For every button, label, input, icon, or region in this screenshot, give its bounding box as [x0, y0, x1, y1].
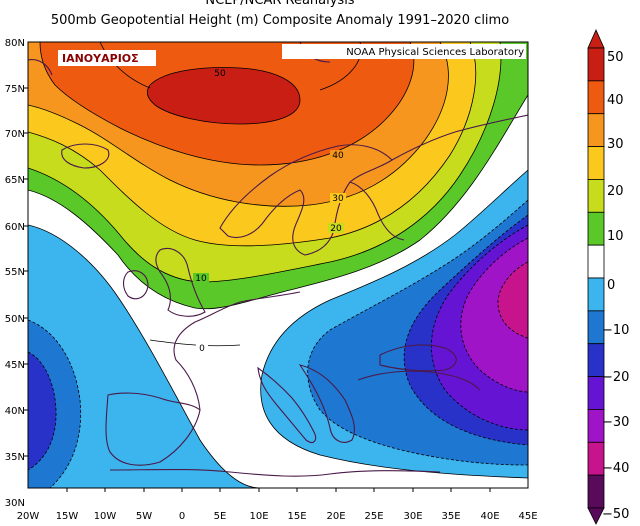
colorbar-bottom-arrow	[587, 507, 605, 525]
colorbar-label: 30	[607, 137, 624, 152]
latitude-labels: 80N 75N 70N 65N 60N 55N 50N 45N 40N 35N …	[5, 38, 25, 509]
colorbar-cell	[587, 244, 605, 279]
lat-label: 35N	[5, 452, 25, 463]
lon-label: 15W	[56, 511, 79, 522]
negative-contours	[28, 199, 528, 488]
lat-label: 50N	[5, 314, 25, 325]
contour-label: 0	[199, 344, 205, 354]
lat-label: 55N	[5, 267, 25, 278]
credit-text: NOAA Physical Sciences Laboratory	[346, 47, 524, 58]
colorbar-label: 0	[607, 278, 615, 293]
colorbar-cell	[587, 113, 605, 147]
contour-label: 30	[332, 194, 344, 204]
lon-label: 30E	[403, 511, 422, 522]
map-field	[28, 42, 528, 488]
colorbar-label: −30	[602, 415, 629, 430]
contour-label: 50	[214, 69, 226, 79]
longitude-ticks	[66, 488, 491, 492]
colorbar-label: −10	[602, 323, 629, 338]
coastlines	[28, 42, 528, 477]
lat-label: 80N	[5, 38, 25, 49]
colorbar-cell	[587, 47, 605, 82]
contour-label: 20	[330, 224, 342, 234]
pos50	[147, 67, 300, 124]
lon-label: 10E	[249, 511, 268, 522]
lat-label: 65N	[5, 175, 25, 186]
chart-title: NCEP/NCAR Reanalysis	[205, 0, 355, 8]
colorbar-label: −20	[602, 370, 629, 385]
neg10-west	[28, 225, 260, 488]
lat-label: 70N	[5, 129, 25, 140]
neg60-east	[497, 262, 528, 338]
colorbar-label: −40	[602, 461, 629, 476]
lon-label: 25E	[364, 511, 383, 522]
lat-label: 60N	[5, 222, 25, 233]
colorbar-cell	[587, 80, 605, 115]
lon-label: 10W	[94, 511, 117, 522]
lat-label: 45N	[5, 360, 25, 371]
contour-label-group: 50 40 30 20 10 0	[193, 68, 346, 354]
colorbar-cell	[587, 474, 605, 509]
lat-label: 30N	[5, 498, 25, 509]
map-frame	[27, 41, 529, 489]
contour-label: 10	[195, 274, 207, 284]
month-label-box	[58, 50, 156, 66]
colorbar-label: 10	[607, 229, 624, 244]
colorbar-label: 40	[607, 93, 624, 108]
longitude-labels: 20W 15W 10W 5W 0 5E 10E 15E 20E 25E 30E …	[17, 511, 538, 522]
lat-label: 75N	[5, 84, 25, 95]
colorbar: 50 40 30 20 10 0 −10 −20 −30 −40 −50	[587, 29, 629, 525]
lon-label: 0	[179, 511, 185, 522]
colorbar-cell	[587, 277, 605, 312]
lon-label: 40E	[480, 511, 499, 522]
colorbar-label: −50	[602, 507, 629, 522]
colorbar-cell	[587, 179, 605, 213]
lon-label: 20E	[326, 511, 345, 522]
lon-label: 35E	[441, 511, 460, 522]
chart-subtitle: 500mb Geopotential Height (m) Composite …	[50, 13, 510, 28]
colorbar-label: 20	[607, 184, 624, 199]
colorbar-label: 50	[607, 50, 624, 65]
lon-label: 20W	[17, 511, 40, 522]
lon-label: 45E	[518, 511, 537, 522]
colorbar-top-arrow	[587, 29, 605, 49]
lon-label: 15E	[287, 511, 306, 522]
colorbar-cell	[587, 146, 605, 180]
latitude-ticks	[24, 87, 28, 457]
neg30-west	[28, 352, 57, 470]
lon-label: 5W	[136, 511, 152, 522]
colorbar-labels: 50 40 30 20 10 0 −10 −20 −30 −40 −50	[602, 50, 629, 522]
lat-label: 40N	[5, 406, 25, 417]
credit-box	[282, 44, 526, 59]
lon-label: 5E	[214, 511, 227, 522]
contour-lines	[28, 42, 528, 488]
colorbar-cell	[587, 211, 605, 246]
contour-label: 40	[332, 151, 344, 161]
month-label: ΙΑΝΟΥΑΡΙΟΣ	[62, 52, 139, 65]
